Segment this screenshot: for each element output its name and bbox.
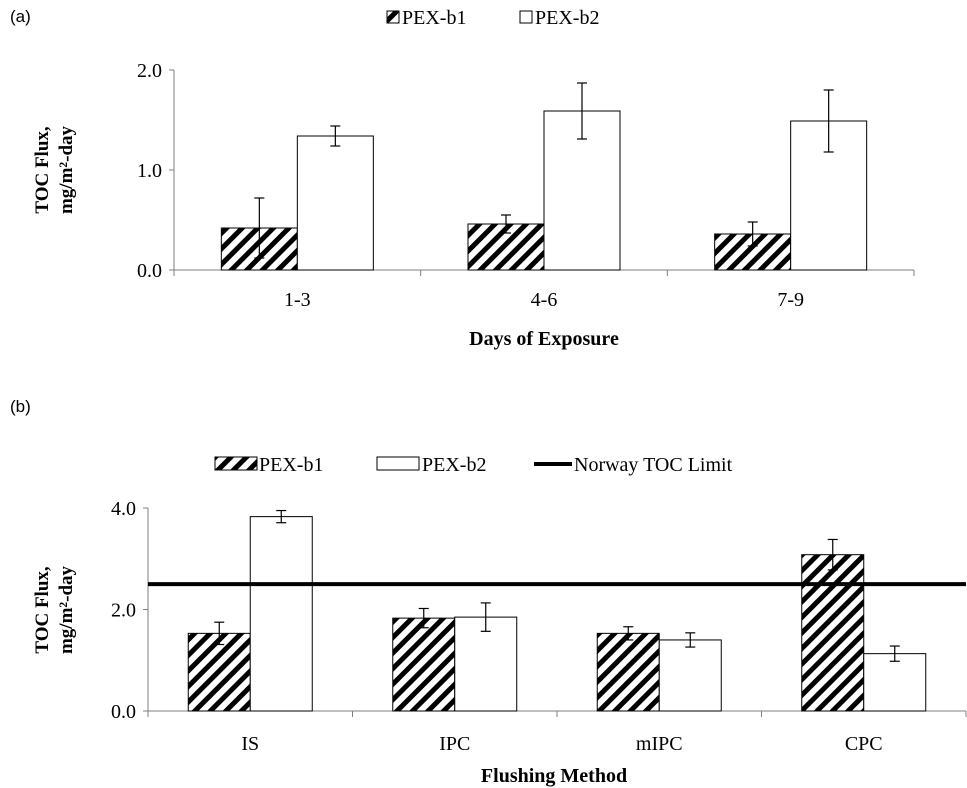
x-axis-title-b: Flushing Method bbox=[481, 765, 627, 787]
plot-area-b: 0.0 2.0 4.0 IS IPC mIPC CPC bbox=[111, 498, 967, 755]
bar-pex-b1-is bbox=[187, 632, 251, 712]
bar-pex-b2-cpc bbox=[863, 653, 927, 712]
bar-pex-b1-mipc bbox=[596, 632, 660, 712]
x-axis-title-a: Days of Exposure bbox=[469, 328, 619, 350]
legend-swatch-pex-b1-b bbox=[214, 456, 258, 471]
y-tick-label: 4.0 bbox=[111, 498, 136, 520]
legend-label-pex-b1-a: PEX-b1 bbox=[402, 7, 466, 29]
y-tick-label: 0.0 bbox=[111, 701, 136, 723]
legend-b: PEX-b1 PEX-b2 Norway TOC Limit bbox=[214, 454, 733, 476]
y-tick-label: 0.0 bbox=[137, 260, 162, 282]
y-tick-label: 1.0 bbox=[137, 160, 162, 182]
x-tick-label: 4-6 bbox=[531, 289, 558, 311]
x-tick-label: 7-9 bbox=[777, 289, 804, 311]
x-tick-label: IS bbox=[241, 733, 259, 755]
legend-swatch-pex-b2-b bbox=[376, 456, 420, 471]
panel-label-b: (b) bbox=[10, 397, 31, 416]
y-tick-label: 2.0 bbox=[111, 600, 136, 622]
y-axis-title-a-line1: TOC Flux, bbox=[32, 126, 53, 214]
legend-label-pex-b2-b: PEX-b2 bbox=[422, 454, 486, 476]
x-tick-label: CPC bbox=[845, 733, 883, 755]
x-tick-label: mIPC bbox=[636, 733, 683, 755]
x-tick-label: 1-3 bbox=[284, 289, 311, 311]
panel-label-a: (a) bbox=[10, 7, 31, 26]
legend-label-pex-b1-b: PEX-b1 bbox=[259, 454, 323, 476]
bar-pex-b1-ipc bbox=[392, 617, 456, 712]
legend-swatch-pex-b1-a bbox=[386, 10, 400, 24]
legend-label-pex-b2-a: PEX-b2 bbox=[535, 7, 599, 29]
y-axis-title-b-line1: TOC Flux, bbox=[32, 566, 53, 654]
bar-pex-b1-cpc bbox=[801, 554, 865, 712]
bar-pex-b2-mipc bbox=[658, 639, 722, 712]
legend-a: PEX-b1 PEX-b2 bbox=[386, 7, 599, 29]
legend-swatch-pex-b2-a bbox=[519, 10, 533, 24]
y-axis-title-b-line2: mg/m²-day bbox=[56, 565, 77, 654]
bar-pex-b2-1-3 bbox=[296, 135, 374, 271]
y-axis-title-a-line2: mg/m²-day bbox=[56, 125, 77, 214]
bar-pex-b2-is bbox=[249, 516, 313, 712]
y-tick-label: 2.0 bbox=[137, 60, 162, 82]
x-tick-label: IPC bbox=[439, 733, 470, 755]
plot-area-a: 0.0 1.0 2.0 1-3 4-6 7-9 bbox=[137, 60, 915, 311]
legend-label-norway-limit: Norway TOC Limit bbox=[574, 454, 733, 476]
